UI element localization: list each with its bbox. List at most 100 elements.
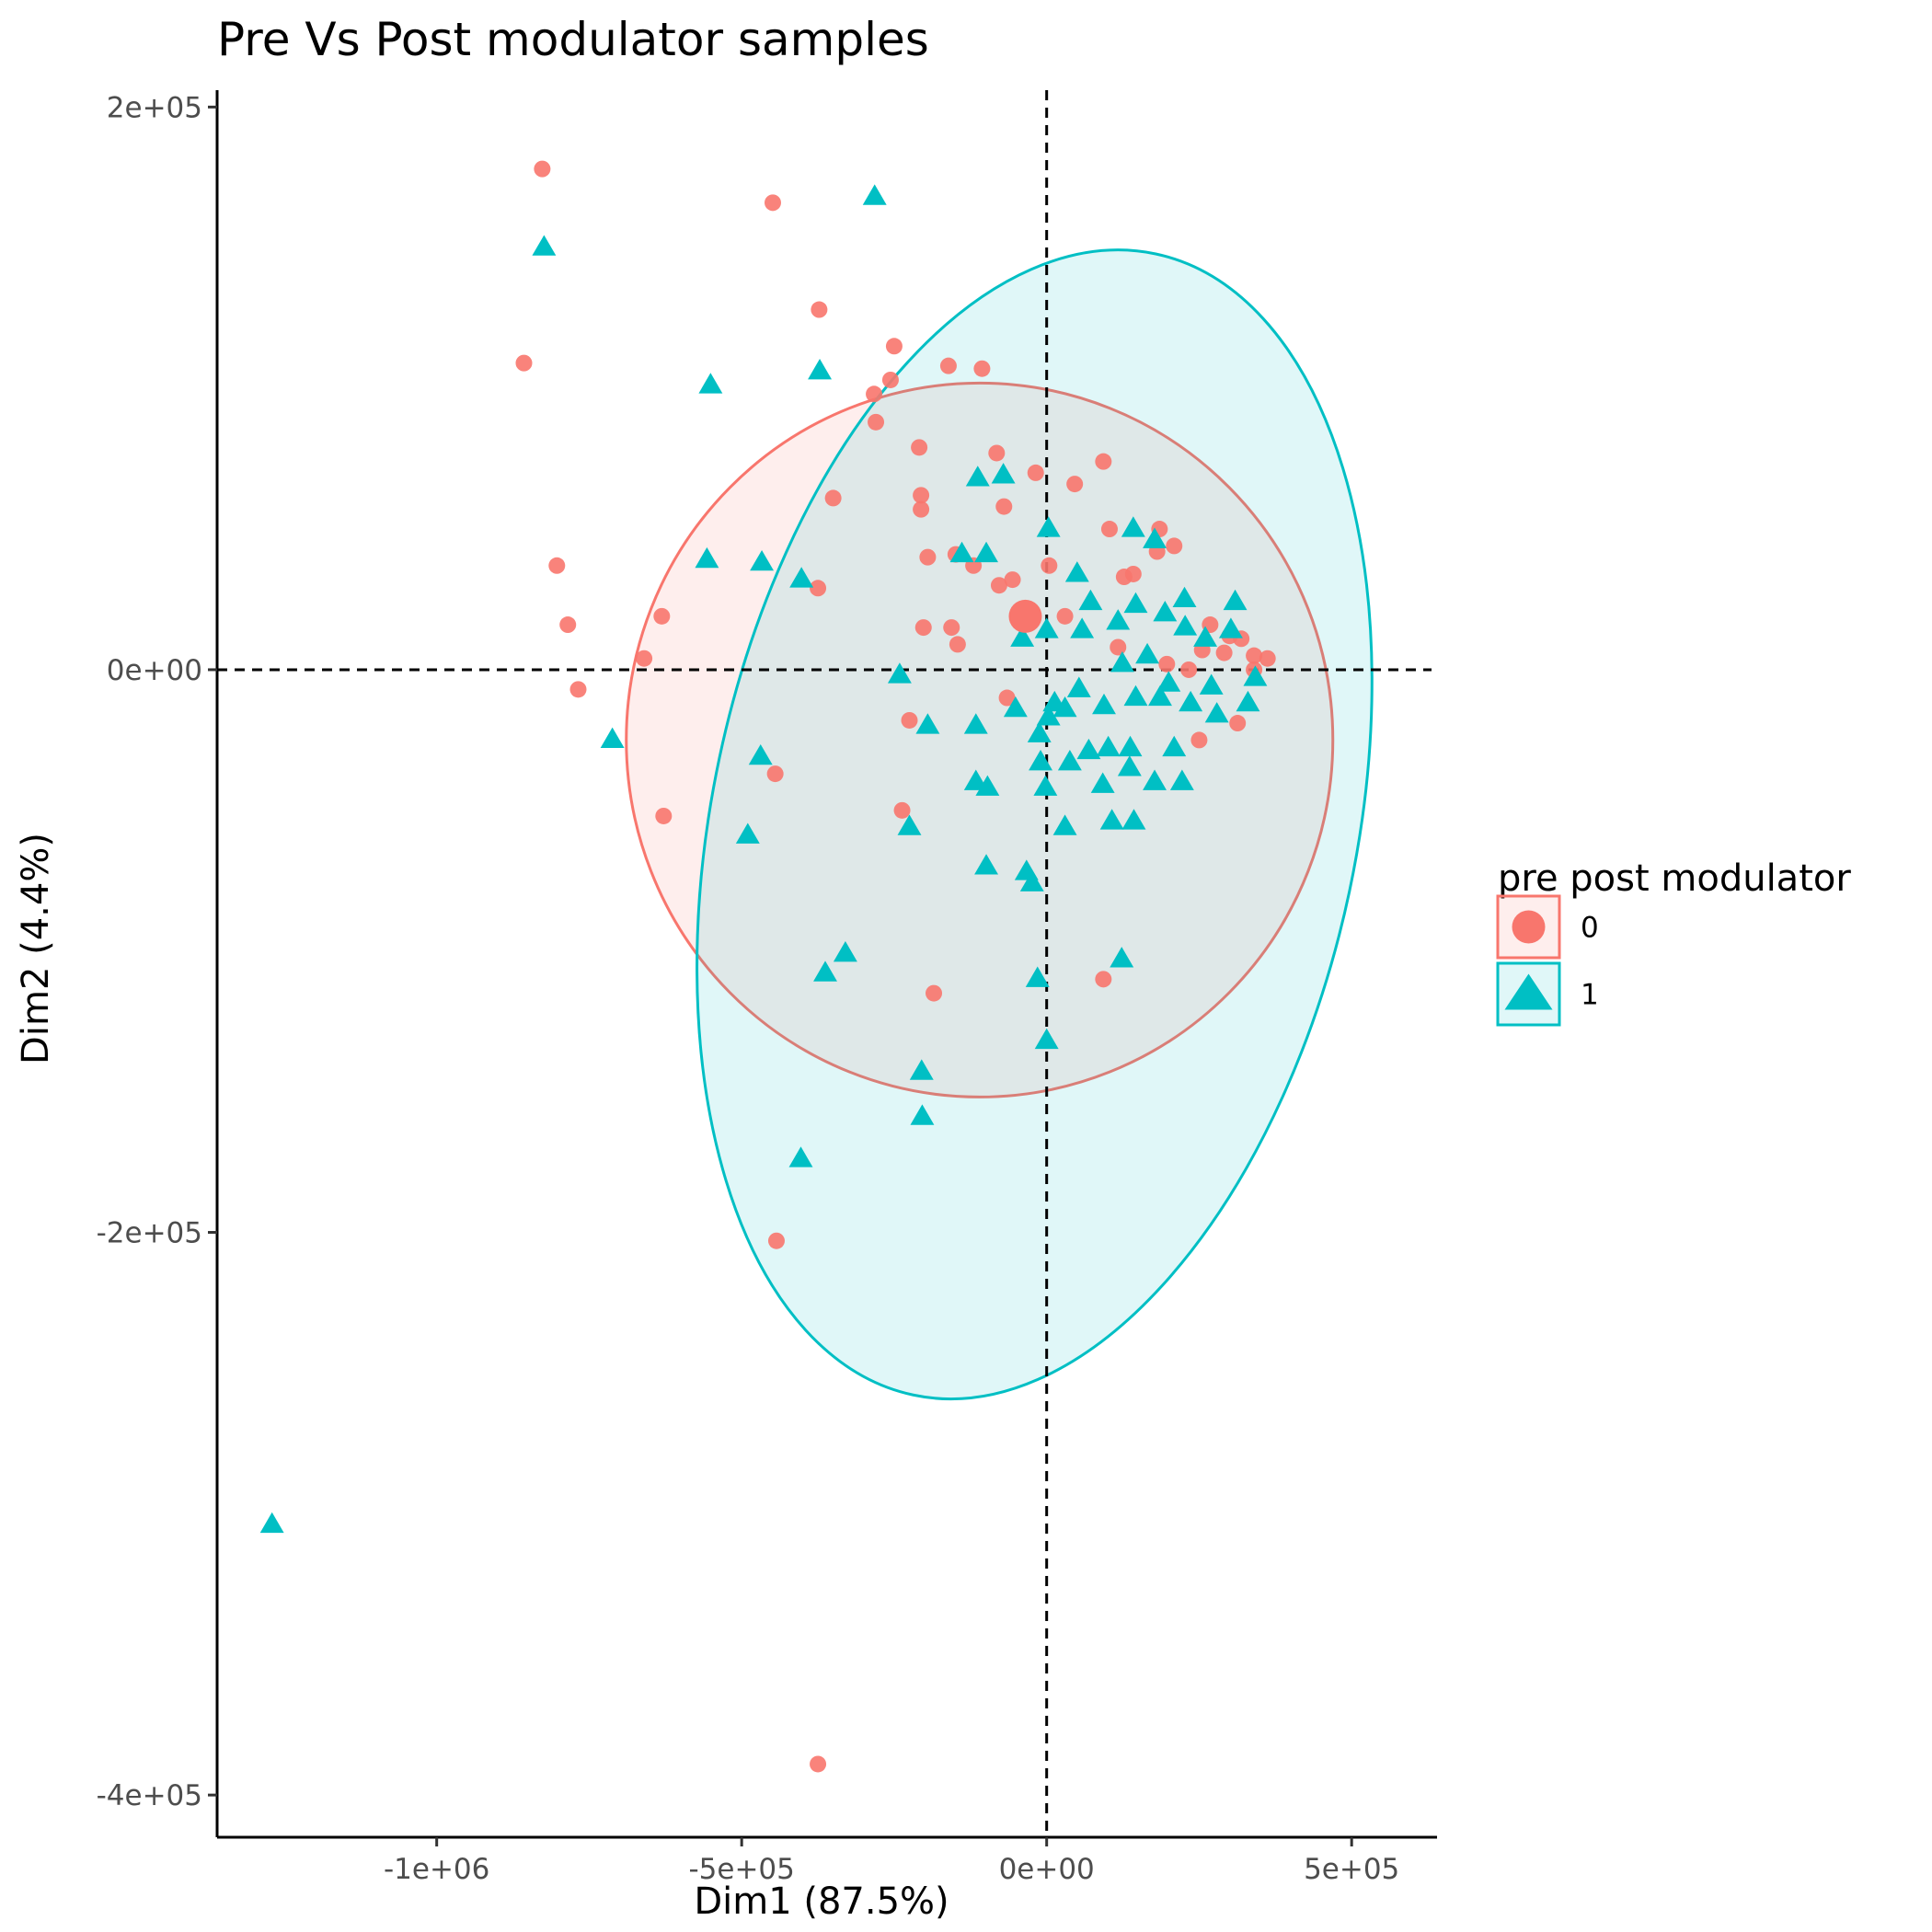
legend-label-1: 1 — [1581, 979, 1599, 1012]
point-group-0 — [1259, 650, 1276, 667]
point-group-1 — [1121, 516, 1145, 537]
point-group-1 — [1010, 626, 1035, 647]
point-group-1 — [949, 541, 974, 563]
point-group-0 — [911, 439, 928, 456]
point-group-1 — [965, 466, 990, 487]
point-group-0 — [810, 1755, 827, 1773]
point-group-1 — [1123, 684, 1148, 707]
y-tick-label: -4e+05 — [97, 1779, 202, 1812]
point-group-1 — [1003, 696, 1028, 718]
point-group-1 — [1078, 589, 1103, 611]
point-group-1 — [1193, 626, 1218, 647]
point-group-0 — [1066, 476, 1084, 493]
point-group-0 — [1190, 731, 1208, 749]
point-group-1 — [1064, 561, 1089, 582]
point-group-1 — [1036, 516, 1061, 537]
point-group-1 — [1172, 586, 1197, 608]
point-group-1 — [1169, 769, 1194, 790]
point-group-0 — [866, 385, 883, 403]
point-group-1 — [789, 567, 814, 588]
point-group-1 — [887, 662, 912, 684]
point-group-1 — [1173, 615, 1198, 636]
point-group-1 — [1121, 809, 1146, 830]
point-group-1 — [1076, 738, 1101, 760]
point-group-0 — [1041, 557, 1058, 574]
legend-symbol-circle — [1512, 910, 1546, 944]
legend-title: pre post modulator — [1498, 857, 1851, 900]
point-group-1 — [1025, 966, 1050, 987]
point-group-1 — [1034, 617, 1059, 638]
point-group-0 — [926, 984, 943, 1002]
point-group-1 — [833, 940, 857, 962]
point-group-0 — [943, 619, 960, 637]
point-group-1 — [1090, 772, 1115, 793]
x-tick-label: -5e+05 — [688, 1853, 794, 1886]
point-group-1 — [974, 854, 999, 875]
point-group-1 — [1019, 870, 1044, 891]
x-tick-label: 0e+00 — [999, 1853, 1095, 1886]
legend: pre post modulator 0 1 — [1496, 857, 1851, 1027]
point-group-0 — [1246, 647, 1263, 664]
point-group-0 — [939, 357, 957, 374]
point-group-1 — [1092, 693, 1116, 715]
point-group-1 — [748, 743, 773, 765]
point-group-0 — [901, 711, 918, 729]
point-group-1 — [1117, 755, 1142, 776]
point-group-1 — [1096, 735, 1121, 757]
point-group-1 — [1218, 617, 1243, 638]
y-tick-label: 2e+05 — [107, 91, 202, 124]
point-group-0 — [655, 807, 673, 824]
point-group-1 — [1143, 769, 1167, 790]
point-group-1 — [1034, 1028, 1059, 1050]
legend-symbol-triangle — [1504, 973, 1553, 1010]
x-tick-label: 5e+05 — [1304, 1853, 1399, 1886]
point-group-1 — [1052, 696, 1077, 718]
point-group-0 — [973, 360, 991, 377]
point-group-0 — [885, 338, 903, 355]
point-group-0 — [824, 489, 842, 507]
ellipse-group-0 — [625, 381, 1335, 1098]
point-group-1 — [897, 814, 922, 835]
point-group-0 — [1180, 661, 1198, 678]
point-group-0 — [559, 616, 577, 634]
point-group-1 — [1135, 642, 1160, 664]
point-group-0 — [1100, 521, 1118, 538]
point-group-0 — [914, 619, 932, 637]
group-centroids — [1008, 599, 1042, 633]
point-group-1 — [975, 775, 1000, 796]
point-group-0 — [1027, 464, 1044, 481]
point-group-0 — [990, 577, 1007, 594]
point-group-1 — [1223, 589, 1248, 611]
point-group-0 — [1095, 971, 1112, 988]
point-group-0 — [766, 765, 784, 783]
point-group-1 — [974, 541, 999, 563]
point-group-1 — [1153, 600, 1178, 622]
point-group-1 — [1236, 690, 1260, 712]
point-group-0 — [1056, 607, 1074, 625]
point-group-1 — [1066, 676, 1091, 697]
point-group-1 — [1057, 750, 1082, 771]
point-group-1 — [1204, 702, 1229, 723]
point-group-1 — [1156, 671, 1181, 692]
point-group-0 — [1095, 453, 1112, 470]
point-group-1 — [735, 822, 760, 844]
point-group-1 — [1070, 617, 1095, 638]
point-group-0 — [1004, 571, 1021, 589]
y-tick-label: -2e+05 — [97, 1217, 202, 1250]
y-axis-title: Dim2 (4.4%) — [15, 833, 57, 1064]
point-group-1 — [1029, 750, 1053, 771]
chart-title: Pre Vs Post modulator samples — [217, 13, 929, 66]
point-group-1 — [1027, 721, 1052, 742]
point-group-1 — [1123, 592, 1148, 614]
point-group-0 — [1158, 655, 1176, 673]
axes: -1e+06 -5e+05 0e+00 5e+05 2e+05 0e+00 -2e+05 -4… — [97, 90, 1437, 1886]
point-group-1 — [600, 727, 625, 748]
point-group-1 — [991, 463, 1016, 484]
point-group-1 — [1110, 651, 1134, 673]
point-group-0 — [810, 580, 827, 597]
point-group-1 — [909, 1059, 934, 1080]
point-group-0 — [868, 413, 885, 431]
point-group-1 — [808, 358, 833, 380]
point-group-0 — [1215, 644, 1233, 661]
point-group-0 — [913, 487, 930, 504]
